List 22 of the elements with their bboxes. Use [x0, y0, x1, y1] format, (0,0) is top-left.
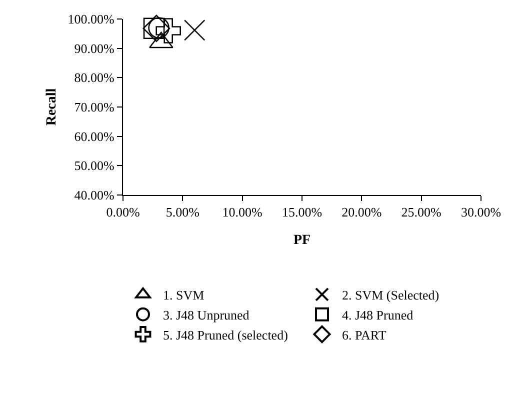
x-tick-label: 15.00% — [282, 204, 322, 220]
y-tick-label: 40.00% — [74, 188, 115, 203]
y-axis-title: Recall — [44, 88, 60, 126]
y-tick-label: 90.00% — [74, 40, 115, 56]
y-tick-label: 70.00% — [74, 100, 115, 115]
y-tick-label: 100.00% — [68, 12, 115, 27]
x-tick-label: 5.00% — [166, 204, 200, 220]
legend-label: 4. J48 Pruned — [342, 307, 414, 322]
legend-label: 1. SVM — [163, 288, 205, 302]
x-tick-label: 0.00% — [106, 204, 140, 220]
legend-label: 6. PART — [342, 327, 386, 342]
y-tick-label: 60.00% — [74, 128, 115, 144]
legend-label: 2. SVM (Selected) — [342, 288, 440, 302]
y-tick-label: 80.00% — [74, 70, 115, 86]
x-tick-label: 10.00% — [222, 204, 263, 220]
y-tick-label: 50.00% — [74, 158, 115, 174]
x-axis-title: PF — [293, 232, 311, 248]
legend-label: 5. J48 Pruned (selected) — [163, 327, 288, 342]
legend-label: 3. J48 Unpruned — [163, 307, 250, 322]
x-tick-label: 25.00% — [401, 204, 442, 220]
x-tick-label: 20.00% — [342, 204, 382, 220]
x-tick-label: 30.00% — [460, 204, 502, 220]
